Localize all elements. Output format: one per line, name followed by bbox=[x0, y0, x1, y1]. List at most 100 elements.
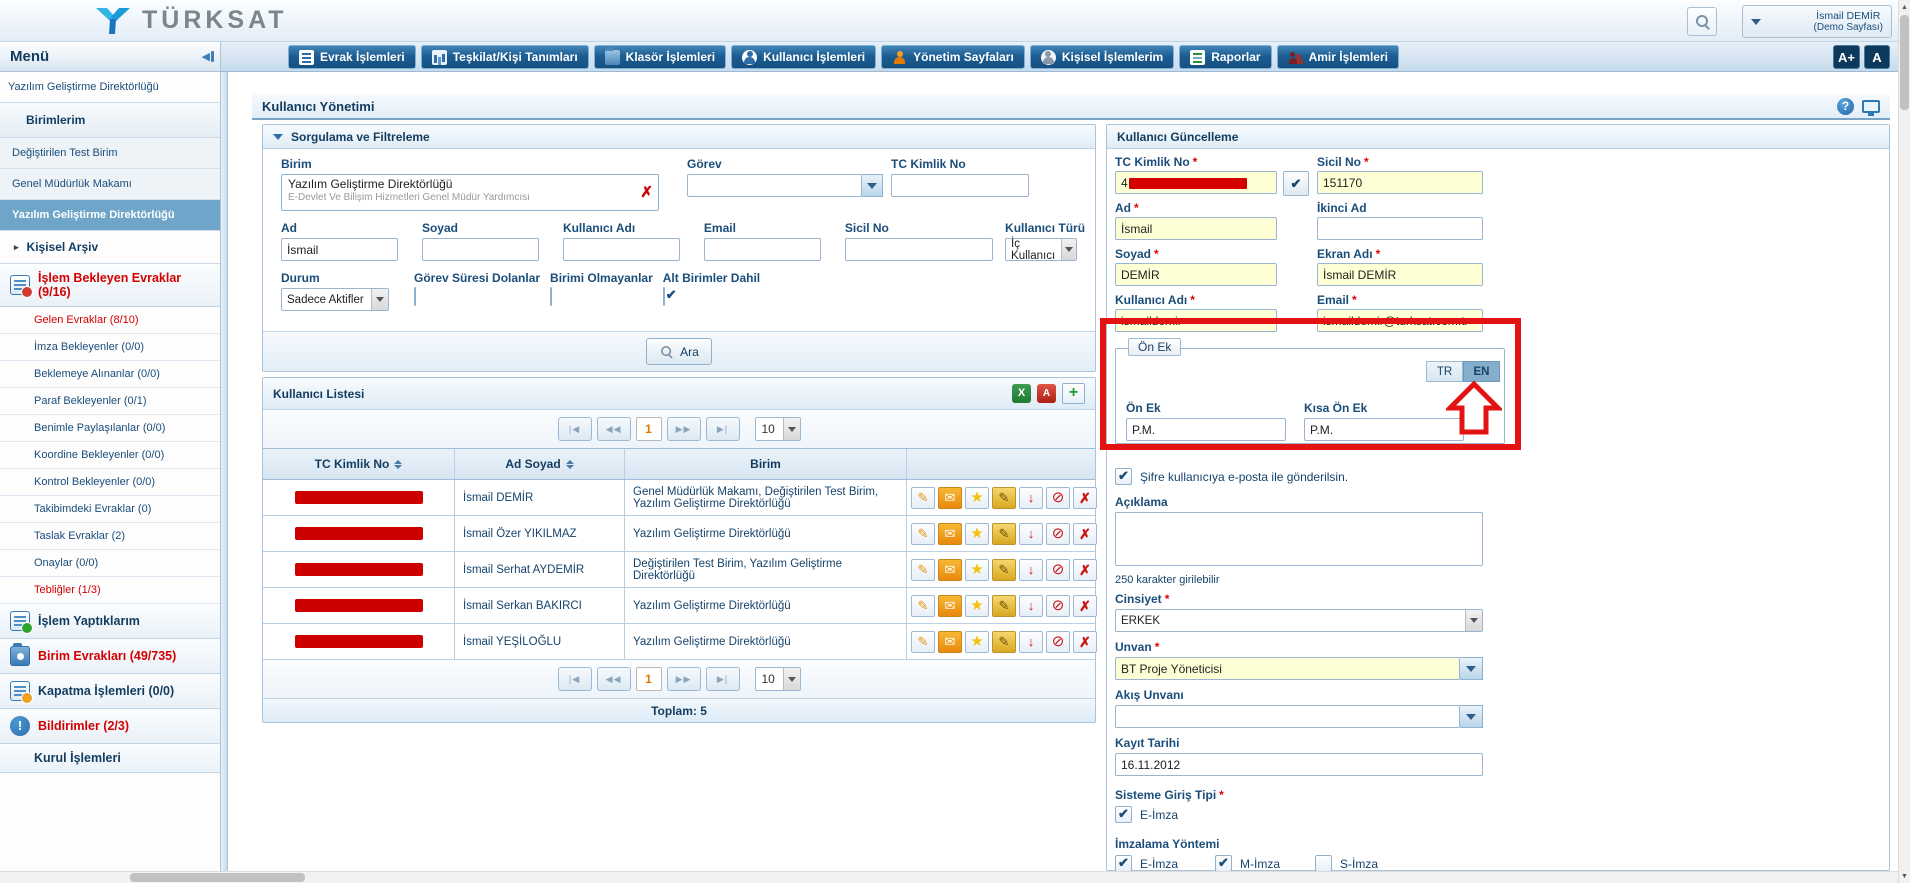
form-ad-input[interactable] bbox=[1115, 217, 1277, 240]
pager-prev-button[interactable]: ◀◀ bbox=[596, 417, 631, 441]
horizontal-scrollbar-thumb[interactable] bbox=[130, 873, 305, 882]
sidebar-item[interactable]: Onaylar (0/0) bbox=[0, 550, 220, 577]
column-tc-kimlik[interactable]: TC Kimlik No bbox=[263, 449, 455, 479]
pager-first-button[interactable]: |◀ bbox=[557, 667, 592, 691]
sidebar-splitter[interactable] bbox=[221, 72, 228, 871]
order-icon[interactable]: ↓ bbox=[1019, 630, 1043, 653]
favorite-icon[interactable]: ★ bbox=[965, 486, 989, 509]
scroll-up-icon[interactable]: ▲ bbox=[1901, 3, 1908, 11]
favorite-icon[interactable]: ★ bbox=[965, 594, 989, 617]
email-input[interactable] bbox=[703, 238, 821, 261]
form-sicil-input[interactable] bbox=[1317, 171, 1483, 194]
send-mail-icon[interactable]: ✉ bbox=[938, 630, 962, 653]
delete-user-icon[interactable]: ✗ bbox=[1073, 594, 1097, 617]
sidebar-item[interactable]: Takibimdeki Evraklar (0) bbox=[0, 496, 220, 523]
pager-first-button[interactable]: |◀ bbox=[557, 417, 592, 441]
kullanici-adi-input[interactable] bbox=[562, 238, 680, 261]
delete-user-icon[interactable]: ✗ bbox=[1073, 558, 1097, 581]
order-icon[interactable]: ↓ bbox=[1019, 486, 1043, 509]
collapse-sidebar-icon[interactable]: ◀ bbox=[202, 50, 214, 63]
permissions-icon[interactable]: ✎ bbox=[992, 522, 1016, 545]
edit-user-icon[interactable]: ✎ bbox=[911, 486, 935, 509]
favorite-icon[interactable]: ★ bbox=[965, 630, 989, 653]
delete-user-icon[interactable]: ✗ bbox=[1073, 522, 1097, 545]
sidebar-item[interactable]: Gelen Evraklar (8/10) bbox=[0, 307, 220, 334]
imzalama-checkbox[interactable] bbox=[1315, 855, 1332, 871]
deactivate-icon[interactable]: ⊘ bbox=[1046, 594, 1070, 617]
pdf-export-icon[interactable]: A bbox=[1037, 384, 1056, 403]
form-soyad-input[interactable] bbox=[1115, 263, 1277, 286]
tab-kullanici-islemleri[interactable]: Kullanıcı İşlemleri bbox=[731, 45, 877, 69]
akis-unvani-dropdown-button[interactable] bbox=[1460, 705, 1483, 728]
sidebar-item[interactable]: Tebliğler (1/3) bbox=[0, 577, 220, 604]
add-user-button[interactable]: + bbox=[1062, 383, 1085, 404]
sidebar-item[interactable]: Paraf Bekleyenler (0/1) bbox=[0, 388, 220, 415]
sidebar-item[interactable]: Değiştirilen Test Birim bbox=[0, 138, 220, 169]
gorev-suresi-checkbox[interactable] bbox=[414, 287, 416, 306]
sidebar-item[interactable]: Kontrol Bekleyenler (0/0) bbox=[0, 469, 220, 496]
form-ikinci-ad-input[interactable] bbox=[1317, 217, 1483, 240]
language-tr-button[interactable]: TR bbox=[1426, 361, 1463, 382]
pager-last-button[interactable]: ▶| bbox=[705, 667, 740, 691]
column-ad-soyad[interactable]: Ad Soyad bbox=[455, 449, 625, 479]
clear-birim-icon[interactable]: ✗ bbox=[640, 184, 653, 201]
tab-klasor-islemleri[interactable]: Klasör İşlemleri bbox=[593, 45, 727, 69]
gorev-dropdown-button[interactable] bbox=[861, 174, 883, 197]
help-icon[interactable]: ? bbox=[1837, 97, 1854, 115]
tab-teskilat-kisi-tanimlari[interactable]: Teşkilat/Kişi Tanımları bbox=[420, 45, 589, 69]
tab-evrak-islemleri[interactable]: Evrak İşlemleri bbox=[288, 45, 416, 69]
order-icon[interactable]: ↓ bbox=[1019, 558, 1043, 581]
cinsiyet-select[interactable]: ERKEK bbox=[1115, 609, 1483, 632]
sidebar-item[interactable]: Kurul İşlemleri bbox=[0, 744, 220, 773]
tab-kisisel-islemlerim[interactable]: Kişisel İşlemlerim bbox=[1029, 45, 1175, 69]
send-mail-icon[interactable]: ✉ bbox=[938, 558, 962, 581]
edit-user-icon[interactable]: ✎ bbox=[911, 630, 935, 653]
tc-kimlik-input[interactable] bbox=[891, 174, 1029, 197]
sidebar-item[interactable]: Yazılım Geliştirme Direktörlüğü bbox=[0, 200, 220, 231]
delete-user-icon[interactable]: ✗ bbox=[1073, 486, 1097, 509]
sidebar-item[interactable]: İşlem Yaptıklarım bbox=[0, 604, 220, 639]
favorite-icon[interactable]: ★ bbox=[965, 522, 989, 545]
order-icon[interactable]: ↓ bbox=[1019, 522, 1043, 545]
tab-raporlar[interactable]: Raporlar bbox=[1179, 45, 1272, 69]
filter-panel-header[interactable]: Sorgulama ve Filtreleme bbox=[263, 125, 1095, 149]
permissions-icon[interactable]: ✎ bbox=[992, 630, 1016, 653]
sidebar-item[interactable]: Beklemeye Alınanlar (0/0) bbox=[0, 361, 220, 388]
search-button[interactable]: Ara bbox=[646, 338, 712, 365]
sidebar-item[interactable]: Bildirimler (2/3) bbox=[0, 709, 220, 744]
global-search-button[interactable] bbox=[1687, 7, 1717, 36]
form-ekran-adi-input[interactable] bbox=[1317, 263, 1483, 286]
display-icon[interactable] bbox=[1862, 99, 1880, 116]
send-mail-icon[interactable]: ✉ bbox=[938, 522, 962, 545]
gorev-input[interactable] bbox=[687, 174, 862, 197]
deactivate-icon[interactable]: ⊘ bbox=[1046, 630, 1070, 653]
send-mail-icon[interactable]: ✉ bbox=[938, 486, 962, 509]
sidebar-item[interactable]: Taslak Evraklar (2) bbox=[0, 523, 220, 550]
kayit-tarihi-input[interactable] bbox=[1115, 753, 1483, 776]
pager-next-button[interactable]: ▶▶ bbox=[666, 417, 701, 441]
imzalama-checkbox[interactable] bbox=[1115, 855, 1132, 871]
pager-last-button[interactable]: ▶| bbox=[705, 417, 740, 441]
table-row[interactable]: İsmail YEŞİLOĞLU Yazılım Geliştirme Dire… bbox=[263, 624, 1097, 660]
ad-input[interactable] bbox=[281, 238, 398, 261]
tab-amir-islemleri[interactable]: Amir İşlemleri bbox=[1276, 45, 1399, 69]
kisa-on-ek-input[interactable] bbox=[1304, 418, 1464, 441]
delete-user-icon[interactable]: ✗ bbox=[1073, 630, 1097, 653]
pager-prev-button[interactable]: ◀◀ bbox=[596, 667, 631, 691]
soyad-input[interactable] bbox=[421, 238, 539, 261]
permissions-icon[interactable]: ✎ bbox=[992, 486, 1016, 509]
vertical-scrollbar-thumb[interactable] bbox=[1900, 15, 1909, 110]
sidebar-item[interactable]: Benimle Paylaşılanlar (0/0) bbox=[0, 415, 220, 442]
sidebar-item[interactable]: İmza Bekleyenler (0/0) bbox=[0, 334, 220, 361]
sidebar-item[interactable]: İşlem Bekleyen Evraklar (9/16) bbox=[0, 264, 220, 307]
aciklama-textarea[interactable] bbox=[1115, 512, 1483, 566]
horizontal-scrollbar[interactable] bbox=[0, 871, 1898, 883]
edit-user-icon[interactable]: ✎ bbox=[911, 558, 935, 581]
sidebar-item[interactable]: Genel Müdürlük Makamı bbox=[0, 169, 220, 200]
sidebar-item[interactable]: Birim Evrakları (49/735) bbox=[0, 639, 220, 674]
permissions-icon[interactable]: ✎ bbox=[992, 558, 1016, 581]
birimi-olmayanlar-checkbox[interactable] bbox=[550, 287, 553, 306]
sidebar-item[interactable]: Kapatma İşlemleri (0/0) bbox=[0, 674, 220, 709]
sidebar-item[interactable]: Birimlerim bbox=[0, 103, 220, 138]
on-ek-input[interactable] bbox=[1126, 418, 1286, 441]
